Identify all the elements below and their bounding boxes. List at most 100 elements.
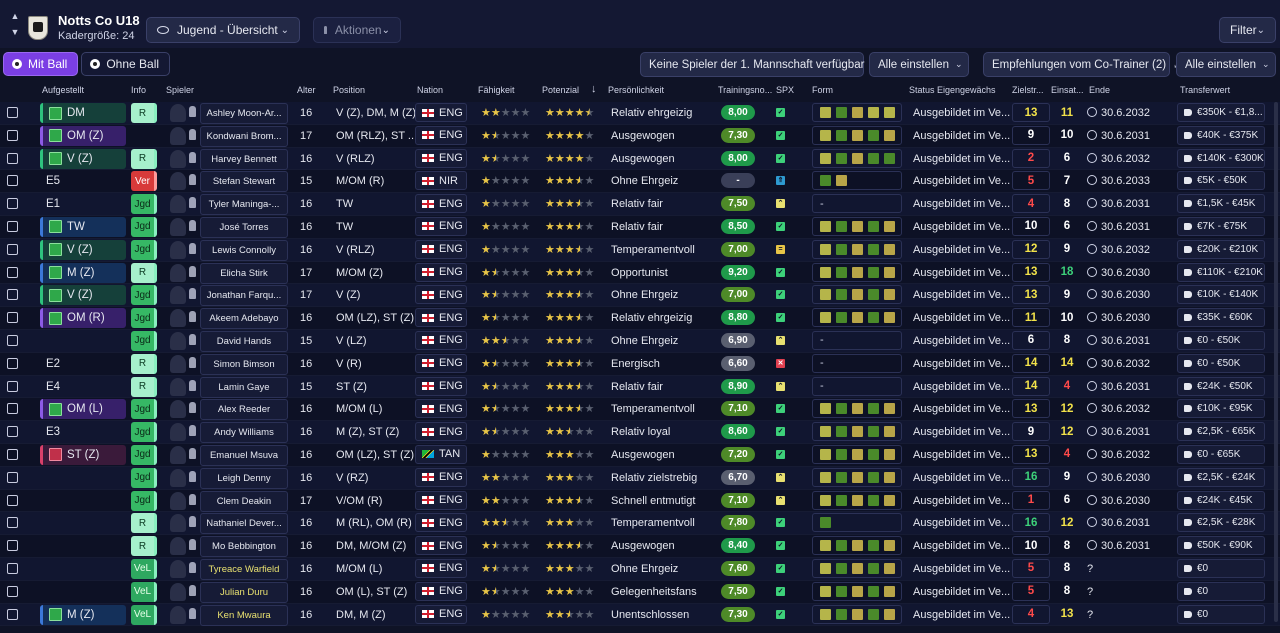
col-age[interactable]: Alter — [297, 85, 316, 95]
nation[interactable]: ENG — [415, 285, 467, 305]
transfer-value[interactable]: €50K - €90K — [1177, 536, 1265, 556]
row-checkbox[interactable] — [7, 107, 18, 118]
info-badge[interactable]: Jgd — [131, 422, 157, 443]
table-row[interactable]: Jgd Clem Deakin 17 V/OM (R) ENG ★★★★★ ★★★★★ Sch… — [0, 489, 1280, 513]
set-all-dropdown-1[interactable]: Alle einstellen ⌄ — [869, 52, 969, 77]
info-badge[interactable]: R — [131, 262, 157, 283]
nation[interactable]: ENG — [415, 558, 467, 578]
row-checkbox[interactable] — [7, 198, 18, 210]
nation[interactable]: ENG — [415, 262, 467, 282]
row-checkbox[interactable] — [7, 129, 18, 141]
row-checkbox[interactable] — [7, 380, 18, 392]
transfer-value[interactable]: €2,5K - €65K — [1177, 422, 1265, 442]
scrollbar[interactable] — [1274, 102, 1278, 622]
player-name[interactable]: Lamin Gaye — [200, 376, 288, 398]
player-name[interactable]: Mo Bebbington — [200, 536, 288, 558]
transfer-value[interactable]: €40K - €375K — [1177, 125, 1265, 145]
table-row[interactable]: Jgd David Hands 15 V (LZ) ENG ★★★★★ ★★★★★ Ohne … — [0, 329, 1280, 353]
nation[interactable]: TAN — [415, 444, 467, 464]
nation[interactable]: ENG — [415, 330, 467, 350]
lineup-slot[interactable]: ST (Z) — [40, 444, 126, 465]
col-position[interactable]: Position — [333, 85, 366, 95]
table-row[interactable]: M (Z) VeL Ken Mwaura 16 DM, M (Z) ENG ★★★★★ ★★★… — [0, 603, 1280, 627]
col-goals[interactable]: Zielstr... — [1012, 85, 1044, 95]
info-badge[interactable]: Jgd — [131, 490, 157, 511]
nation[interactable]: ENG — [415, 536, 467, 556]
info-badge[interactable]: VeL — [131, 581, 157, 602]
player-name[interactable]: Ken Mwaura — [200, 604, 288, 626]
transfer-value[interactable]: €140K - €300K — [1177, 148, 1265, 168]
row-checkbox[interactable] — [7, 357, 18, 369]
col-status[interactable]: Status Eigengewächs — [909, 85, 996, 95]
nation[interactable]: ENG — [415, 604, 467, 624]
info-badge[interactable]: Ver — [131, 171, 157, 192]
info-badge[interactable]: Jgd — [131, 216, 157, 237]
table-row[interactable]: V (Z) Jgd Jonathan Farqu... 17 V (Z) ENG ★★★★★… — [0, 284, 1280, 308]
row-checkbox[interactable] — [7, 266, 18, 278]
lineup-slot[interactable]: V (Z) — [40, 239, 126, 260]
player-name[interactable]: Nathaniel Dever... — [200, 513, 288, 535]
row-checkbox[interactable] — [7, 289, 18, 301]
nation[interactable]: ENG — [415, 125, 467, 145]
table-row[interactable]: E5 Ver Stefan Stewart 15 M/OM (R) NIR ★★★★★ ★★★… — [0, 170, 1280, 194]
lineup-slot[interactable]: E2 — [40, 354, 126, 374]
lineup-slot[interactable] — [40, 582, 126, 602]
info-badge[interactable]: Jgd — [131, 444, 157, 465]
lineup-slot[interactable]: TW — [40, 216, 126, 237]
player-name[interactable]: Leigh Denny — [200, 467, 288, 489]
nation[interactable]: ENG — [415, 422, 467, 442]
player-name[interactable]: Akeem Adebayo — [200, 308, 288, 330]
row-checkbox[interactable] — [7, 334, 18, 346]
transfer-value[interactable]: €110K - €210K — [1177, 262, 1265, 282]
col-info[interactable]: Info — [131, 85, 147, 95]
lineup-slot[interactable] — [40, 468, 126, 488]
tab-without-ball[interactable]: Ohne Ball — [81, 52, 171, 76]
player-name[interactable]: Lewis Connolly — [200, 239, 288, 261]
row-checkbox[interactable] — [7, 585, 18, 597]
transfer-value[interactable]: €0 — [1177, 558, 1265, 578]
info-badge[interactable]: R — [131, 536, 157, 557]
lineup-slot[interactable]: V (Z) — [40, 148, 126, 169]
col-personality[interactable]: Persönlichkeit — [608, 85, 665, 95]
lineup-slot[interactable]: OM (L) — [40, 399, 126, 420]
player-name[interactable]: Tyler Maninga-... — [200, 194, 288, 216]
transfer-value[interactable]: €0 - €50K — [1177, 330, 1265, 350]
lineup-slot[interactable]: E3 — [40, 422, 126, 442]
col-lineup[interactable]: Aufgestellt — [42, 85, 85, 95]
table-row[interactable]: OM (L) Jgd Alex Reeder 16 M/OM (L) ENG ★★★★★ ★★… — [0, 398, 1280, 422]
player-name[interactable]: Jonathan Farqu... — [200, 285, 288, 307]
nation[interactable]: ENG — [415, 353, 467, 373]
lineup-slot[interactable]: M (Z) — [40, 262, 126, 283]
player-name[interactable]: Kondwani Brom... — [200, 125, 288, 147]
transfer-value[interactable]: €1,5K - €45K — [1177, 194, 1265, 214]
col-player[interactable]: Spieler — [166, 85, 195, 95]
row-checkbox[interactable] — [7, 540, 18, 552]
info-badge[interactable]: R — [131, 148, 157, 169]
info-badge[interactable]: R — [131, 353, 157, 374]
table-row[interactable]: OM (R) Jgd Akeem Adebayo 16 OM (LZ), ST (Z) E… — [0, 307, 1280, 330]
info-badge[interactable]: Jgd — [131, 239, 157, 260]
info-badge[interactable]: Jgd — [131, 399, 157, 420]
transfer-value[interactable]: €2,5K - €28K — [1177, 513, 1265, 533]
table-row[interactable]: TW Jgd José Torres 16 TW ENG ★★★★★ ★★★★★ Relativ… — [0, 215, 1280, 239]
col-end[interactable]: Ende — [1089, 85, 1111, 95]
tab-with-ball[interactable]: Mit Ball — [3, 52, 79, 76]
transfer-value[interactable]: €24K - €50K — [1177, 376, 1265, 396]
col-ability[interactable]: Fähigkeit — [478, 85, 515, 95]
table-row[interactable]: V (Z) R Harvey Bennett 16 V (RLZ) ENG ★★★★★ ★★★… — [0, 147, 1280, 171]
player-name[interactable]: David Hands — [200, 330, 288, 352]
nation[interactable]: ENG — [415, 376, 467, 396]
lineup-slot[interactable]: E1 — [40, 194, 126, 214]
player-name[interactable]: Andy Williams — [200, 422, 288, 444]
player-name[interactable]: Clem Deakin — [200, 490, 288, 512]
transfer-value[interactable]: €10K - €140K — [1177, 285, 1265, 305]
row-checkbox[interactable] — [7, 403, 18, 415]
lineup-slot[interactable]: DM — [40, 103, 126, 123]
info-badge[interactable]: R — [131, 513, 157, 534]
transfer-value[interactable]: €7K - €75K — [1177, 216, 1265, 236]
player-name[interactable]: José Torres — [200, 216, 288, 238]
lineup-slot[interactable]: V (Z) — [40, 285, 126, 306]
table-row[interactable]: E3 Jgd Andy Williams 16 M (Z), ST (Z) ENG ★★★★… — [0, 421, 1280, 444]
lineup-slot[interactable]: E5 — [40, 171, 126, 191]
lineup-slot[interactable]: M (Z) — [40, 604, 126, 625]
